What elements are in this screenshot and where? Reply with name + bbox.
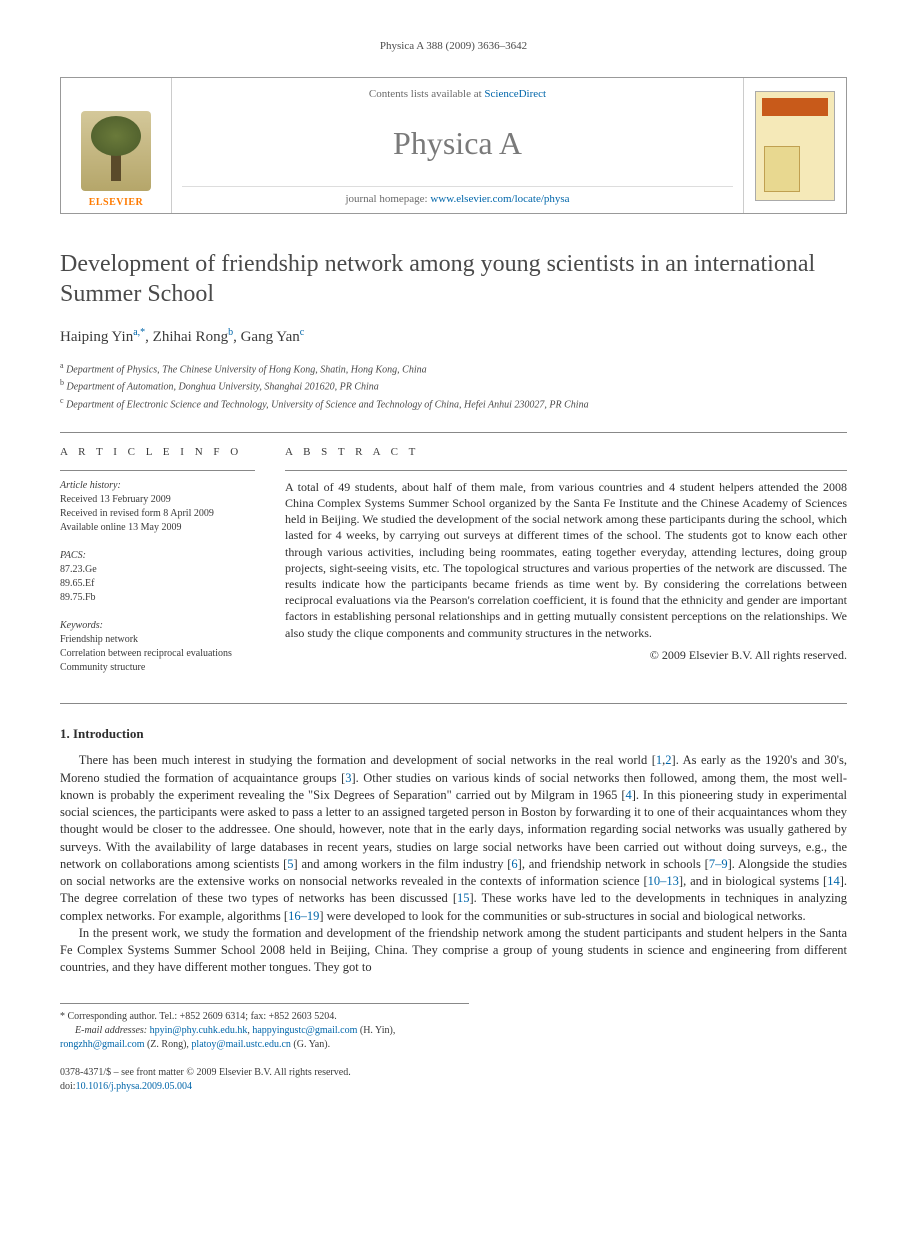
running-header: Physica A 388 (2009) 3636–3642 [60,40,847,52]
history-line: Received 13 February 2009 [60,493,255,507]
corresponding-text: Corresponding author. Tel.: +852 2609 63… [68,1011,337,1022]
footnotes: * Corresponding author. Tel.: +852 2609 … [60,1003,469,1052]
affiliation-c: c Department of Electronic Science and T… [60,395,847,412]
journal-center: Contents lists available at ScienceDirec… [172,78,743,213]
journal-cover-cell [743,78,846,213]
author-name: Zhihai Rong [153,329,228,345]
journal-name: Physica A [182,125,733,162]
ref-link[interactable]: 3 [345,771,351,785]
ref-link[interactable]: 6 [511,857,517,871]
email-who: (Z. Rong) [147,1039,186,1050]
article-history-block: Article history: Received 13 February 20… [60,479,255,535]
issn-copyright-line: 0378-4371/$ – see front matter © 2009 El… [60,1066,847,1080]
keyword: Correlation between reciprocal evaluatio… [60,647,255,661]
aff-text: Department of Electronic Science and Tec… [66,399,589,410]
article-info-column: A R T I C L E I N F O Article history: R… [60,445,255,689]
journal-cover-thumb-icon [755,91,835,201]
author-mark-link[interactable]: a,* [133,329,145,345]
doi-link[interactable]: 10.1016/j.physa.2009.05.004 [76,1081,192,1092]
abstract-heading: A B S T R A C T [285,445,847,460]
ref-link[interactable]: 16–19 [288,909,319,923]
author-name: Haiping Yin [60,329,133,345]
ref-link[interactable]: 4 [626,788,632,802]
abstract-rule [285,470,847,471]
history-line: Received in revised form 8 April 2009 [60,507,255,521]
pacs-block: PACS: 87.23.Ge 89.65.Ef 89.75.Fb [60,549,255,605]
email-who: (G. Yan) [293,1039,327,1050]
email-link[interactable]: hpyin@phy.cuhk.edu.hk [150,1025,248,1036]
article-info-heading: A R T I C L E I N F O [60,445,255,460]
affiliation-b: b Department of Automation, Donghua Univ… [60,377,847,394]
author-3: Gang Yanc [241,329,305,345]
doi-label: doi: [60,1081,76,1092]
authors-line: Haiping Yina,*, Zhihai Rongb, Gang Yanc [60,327,847,346]
email-who: (H. Yin) [360,1025,393,1036]
pacs-code: 89.75.Fb [60,591,255,605]
ref-link[interactable]: 5 [287,857,293,871]
author-mark-link[interactable]: c [300,329,304,345]
section-introduction: 1. Introduction There has been much inte… [60,726,847,976]
email-addresses-line: E-mail addresses: hpyin@phy.cuhk.edu.hk,… [60,1024,469,1052]
ref-link[interactable]: 1 [656,753,662,767]
author-marks: a,* [133,327,145,338]
history-label: Article history: [60,479,255,493]
keyword: Friendship network [60,633,255,647]
publisher-logo-text: ELSEVIER [89,197,144,208]
email-link[interactable]: rongzhh@gmail.com [60,1039,144,1050]
contents-available-line: Contents lists available at ScienceDirec… [182,88,733,100]
info-abstract-row: A R T I C L E I N F O Article history: R… [60,433,847,703]
author-mark-link[interactable]: b [228,329,233,345]
journal-homepage-link[interactable]: www.elsevier.com/locate/physa [430,193,569,205]
keywords-label: Keywords: [60,619,255,633]
section-body: There has been much interest in studying… [60,752,847,976]
publisher-logo-cell: ELSEVIER [61,78,172,213]
abstract-text: A total of 49 students, about half of th… [285,479,847,641]
aff-mark: b [60,378,64,387]
ref-link[interactable]: 7–9 [709,857,728,871]
author-1: Haiping Yina,* [60,329,145,345]
article-title: Development of friendship network among … [60,249,847,309]
page: Physica A 388 (2009) 3636–3642 ELSEVIER … [0,0,907,1124]
paragraph: There has been much interest in studying… [60,752,847,925]
author-marks: c [300,327,304,338]
ref-link[interactable]: 2 [665,753,671,767]
journal-homepage-line: journal homepage: www.elsevier.com/locat… [182,186,733,205]
info-rule [60,470,255,471]
aff-mark: a [60,361,64,370]
aff-text: Department of Physics, The Chinese Unive… [66,364,427,375]
ref-link[interactable]: 14 [827,874,840,888]
affiliation-a: a Department of Physics, The Chinese Uni… [60,360,847,377]
keywords-block: Keywords: Friendship network Correlation… [60,619,255,675]
pacs-label: PACS: [60,549,255,563]
pacs-code: 89.65.Ef [60,577,255,591]
paragraph: In the present work, we study the format… [60,925,847,977]
aff-text: Department of Automation, Donghua Univer… [67,382,379,393]
author-name: Gang Yan [241,329,300,345]
emails-label: E-mail addresses: [75,1025,147,1036]
journal-header-box: ELSEVIER Contents lists available at Sci… [60,77,847,214]
doi-line: doi:10.1016/j.physa.2009.05.004 [60,1080,847,1094]
sciencedirect-link[interactable]: ScienceDirect [484,88,546,100]
history-line: Available online 13 May 2009 [60,521,255,535]
ref-link[interactable]: 15 [457,891,470,905]
abstract-column: A B S T R A C T A total of 49 students, … [285,445,847,689]
bottom-meta: 0378-4371/$ – see front matter © 2009 El… [60,1066,847,1094]
corresponding-author-note: * Corresponding author. Tel.: +852 2609 … [60,1010,469,1024]
email-link[interactable]: happyingustc@gmail.com [252,1025,357,1036]
contents-prefix: Contents lists available at [369,88,484,100]
author-marks: b [228,327,233,338]
email-link[interactable]: platoy@mail.ustc.edu.cn [191,1039,290,1050]
section-heading: 1. Introduction [60,726,847,742]
aff-mark: c [60,396,64,405]
author-2: Zhihai Rongb [153,329,233,345]
rule-bottom [60,703,847,704]
pacs-code: 87.23.Ge [60,563,255,577]
ref-link[interactable]: 10–13 [648,874,679,888]
abstract-copyright: © 2009 Elsevier B.V. All rights reserved… [285,647,847,663]
homepage-prefix: journal homepage: [345,193,430,205]
elsevier-tree-icon [81,111,151,191]
affiliations: a Department of Physics, The Chinese Uni… [60,360,847,412]
keyword: Community structure [60,661,255,675]
